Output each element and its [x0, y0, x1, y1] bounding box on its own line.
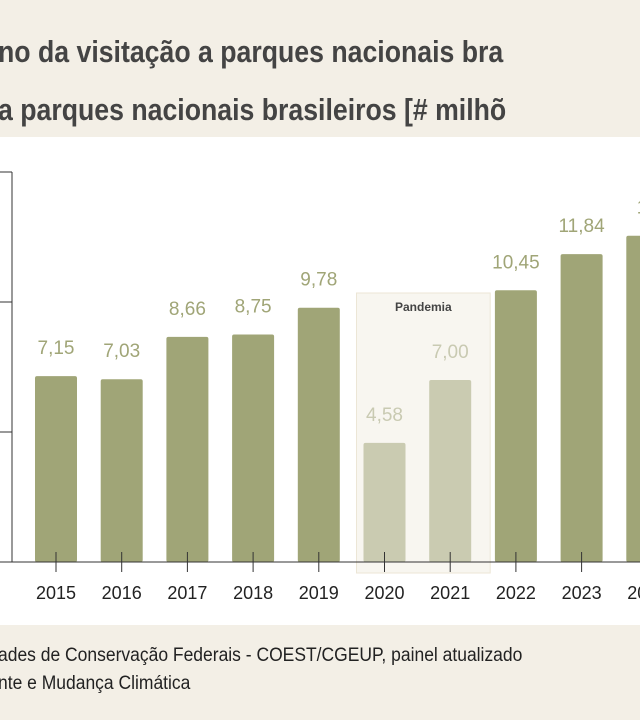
chart-title-line-2: a parques nacionais brasileiros [# milhõ [0, 92, 507, 127]
bar-2022 [494, 290, 537, 562]
data-label-2018: 8,75 [235, 297, 272, 318]
x-tick-label-2020: 2020 [364, 583, 404, 603]
x-tick-label-2015: 2015 [36, 583, 76, 603]
bar-2017 [166, 336, 209, 562]
chart-title-line-1: no da visitação a parques nacionais bra [0, 34, 504, 69]
data-label-2020: 4,58 [366, 405, 403, 426]
x-tick-label-2024: 2024 [627, 583, 640, 603]
data-label-2024: 12 [637, 198, 640, 219]
x-tick-label-2022: 2022 [496, 583, 536, 603]
data-label-2016: 7,03 [103, 341, 140, 362]
x-tick-label-2019: 2019 [299, 583, 339, 603]
x-tick-label-2017: 2017 [167, 583, 207, 603]
data-label-2019: 9,78 [300, 270, 337, 291]
bar-2018 [232, 334, 275, 562]
bar-2024 [626, 235, 640, 562]
bar-2015 [35, 376, 77, 562]
x-tick-label-2021: 2021 [430, 583, 470, 603]
bar-2020 [363, 442, 406, 562]
source-note-line-1: ades de Conservação Federais - COEST/CGE… [0, 645, 523, 666]
data-label-2023: 11,84 [559, 216, 606, 237]
chart-area: Pandemia 7,15 2015 7,03 2016 8,66 2017 8,75 2018… [0, 137, 640, 625]
x-tick-label-2016: 2016 [102, 583, 142, 603]
source-note-line-2: nte e Mudança Climática [0, 673, 191, 694]
bar-chart: Pandemia 7,15 2015 7,03 2016 8,66 2017 8,75 2018… [0, 171, 640, 603]
data-label-2017: 8,66 [169, 299, 206, 320]
bar-2016 [100, 379, 143, 562]
pandemic-annotation-label: Pandemia [395, 300, 452, 314]
x-tick-label-2023: 2023 [562, 583, 602, 603]
bar-2023 [560, 254, 603, 562]
data-label-2022: 10,45 [492, 252, 540, 273]
bar-2019 [297, 307, 340, 562]
bar-2021 [429, 380, 472, 562]
data-label-2015: 7,15 [38, 338, 75, 359]
data-label-2021: 7,00 [432, 342, 469, 363]
x-tick-label-2018: 2018 [233, 583, 273, 603]
